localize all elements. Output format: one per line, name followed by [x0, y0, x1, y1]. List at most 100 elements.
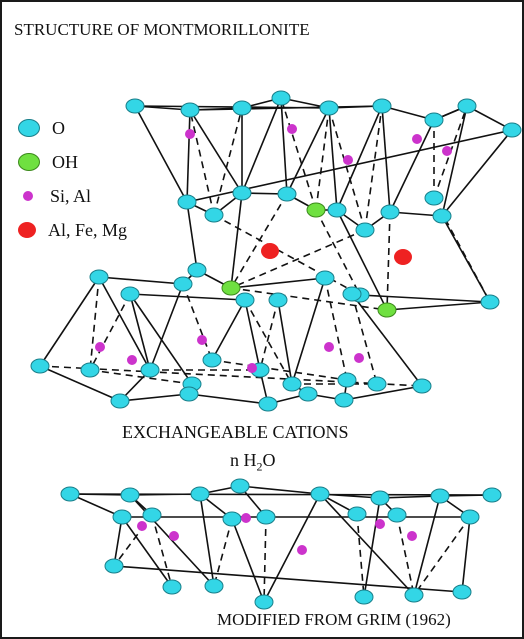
si-al-cation — [324, 342, 334, 352]
bond — [98, 276, 184, 285]
bond — [386, 301, 491, 311]
atomic-bonds — [39, 97, 513, 603]
si-al-legend-icon — [23, 191, 33, 201]
exchangeable-cations-label: EXCHANGEABLE CATIONS — [122, 422, 349, 442]
hidden-bond — [213, 518, 233, 587]
si-al-cation — [247, 363, 257, 373]
oxygen-atom — [298, 386, 318, 402]
bond — [69, 493, 493, 496]
oxygen-atom — [315, 270, 335, 286]
hidden-bond — [244, 299, 293, 385]
oxygen-atom — [367, 376, 387, 392]
hydroxyl-legend-icon — [18, 153, 40, 171]
oxygen-atom — [187, 262, 207, 278]
hidden-bond — [413, 516, 471, 596]
oxygen-atom — [355, 222, 375, 238]
hidden-bond — [213, 107, 243, 216]
si-al-cation — [95, 342, 105, 352]
bond — [231, 518, 265, 603]
oxygen-atom — [268, 292, 288, 308]
oxygen-atom — [480, 294, 500, 310]
hidden-bond — [230, 229, 366, 289]
oxygen-atom — [235, 292, 255, 308]
al-fe-mg-cation — [261, 243, 279, 259]
bond — [336, 209, 388, 311]
oxygen-atom — [412, 378, 432, 394]
bond — [134, 105, 188, 203]
oxygen-atom — [457, 98, 477, 114]
bond — [230, 277, 326, 289]
water-label: n H2O — [230, 450, 276, 475]
oxygen-atom — [430, 488, 450, 504]
oxygen-atom — [424, 190, 444, 206]
bond — [113, 565, 463, 593]
hydroxyl-group — [221, 280, 241, 296]
oxygen-atom — [372, 98, 392, 114]
oxygen-atom — [173, 276, 193, 292]
si-al-cation — [412, 134, 422, 144]
hidden-bond — [151, 514, 173, 588]
bond — [244, 299, 261, 371]
bond — [336, 105, 383, 211]
hidden-bond — [211, 359, 348, 381]
bond — [241, 97, 282, 194]
si-al-cation — [354, 353, 364, 363]
hidden-bond — [315, 107, 330, 211]
hidden-bond — [89, 293, 131, 371]
legend-item-hydroxyl: OH — [18, 150, 78, 174]
bond — [319, 493, 415, 596]
oxygen-atom — [258, 396, 278, 412]
hidden-bond — [230, 193, 288, 289]
hidden-bond — [89, 276, 100, 371]
bond — [351, 293, 423, 387]
oxygen-atom — [460, 509, 480, 525]
hidden-bond — [351, 293, 378, 385]
bond — [129, 293, 193, 385]
bond — [186, 109, 191, 203]
oxygen-atom — [60, 486, 80, 502]
bond — [149, 283, 184, 371]
legend-item-tetrahedral: Si, Al — [18, 184, 91, 208]
oxygen-atom — [162, 579, 182, 595]
oxygen-atom — [342, 286, 362, 302]
bond — [129, 293, 246, 301]
oxygen-atom — [202, 352, 222, 368]
oxygen-atom — [232, 185, 252, 201]
oxygen-atom — [204, 578, 224, 594]
bond — [389, 119, 435, 213]
bond — [188, 393, 269, 405]
bond — [359, 294, 491, 303]
hidden-bond — [263, 516, 267, 603]
bond — [129, 293, 151, 371]
hidden-bond — [280, 97, 317, 211]
water-subscript: 2 — [256, 459, 263, 474]
bond — [211, 299, 246, 361]
oxygen-atom — [120, 487, 140, 503]
bond — [113, 516, 123, 567]
bond — [381, 105, 391, 213]
water-prefix: n H — [230, 450, 257, 470]
si-al-cation — [375, 519, 385, 529]
hidden-bond — [356, 513, 365, 598]
oxygen-atom — [370, 490, 390, 506]
water-suffix: O — [262, 450, 276, 470]
oxygen-atom — [112, 509, 132, 525]
atoms — [30, 90, 522, 610]
bond — [280, 97, 288, 195]
bond — [189, 105, 383, 111]
bond — [263, 493, 321, 603]
bond — [239, 485, 321, 495]
diagram-title: STRUCTURE OF MONTMORILLONITE — [14, 20, 310, 39]
al-fe-mg-cation — [394, 249, 412, 265]
bond — [121, 516, 173, 588]
oxygen-atom — [256, 509, 276, 525]
oxygen-atom — [190, 486, 210, 502]
oxygen-atom — [319, 100, 339, 116]
bond — [189, 109, 243, 194]
si-al-cation — [185, 129, 195, 139]
bond — [343, 385, 423, 401]
bond — [119, 393, 190, 402]
oxygen-atom — [204, 207, 224, 223]
